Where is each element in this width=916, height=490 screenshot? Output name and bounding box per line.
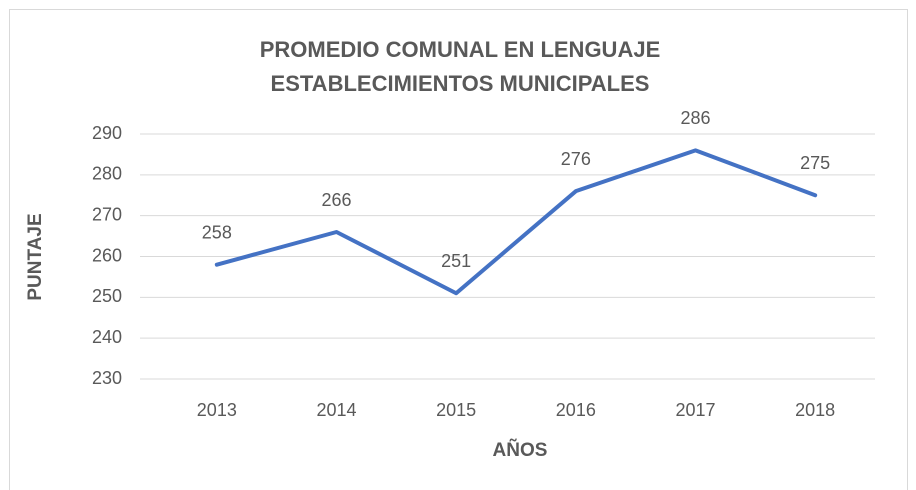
data-label: 286 — [680, 108, 710, 128]
y-tick-label: 240 — [92, 327, 122, 347]
chart-title: PROMEDIO COMUNAL EN LENGUAJE ESTABLECIMI… — [259, 37, 661, 96]
data-label: 276 — [561, 149, 591, 169]
y-axis-label: PUNTAJE — [25, 213, 46, 300]
x-axis-label: AÑOS — [493, 439, 548, 461]
y-tick-label: 230 — [92, 368, 122, 388]
x-tick-label: 2016 — [556, 400, 596, 420]
y-tick-label: 290 — [92, 123, 122, 143]
y-tick-label: 280 — [92, 164, 122, 184]
chart-border — [9, 9, 908, 490]
y-tick-label: 250 — [92, 286, 122, 306]
x-tick-label: 2017 — [675, 400, 715, 420]
data-label: 251 — [441, 251, 471, 271]
x-tick-label: 2014 — [316, 400, 356, 420]
data-label: 266 — [321, 190, 351, 210]
x-tick-label: 2013 — [197, 400, 237, 420]
data-label: 258 — [202, 222, 232, 242]
y-tick-label: 260 — [92, 245, 122, 265]
line-series — [214, 148, 818, 296]
y-tick-label: 270 — [92, 204, 122, 224]
x-tick-label: 2015 — [436, 400, 476, 420]
x-tick-label: 2018 — [795, 400, 835, 420]
data-label: 275 — [800, 153, 830, 173]
